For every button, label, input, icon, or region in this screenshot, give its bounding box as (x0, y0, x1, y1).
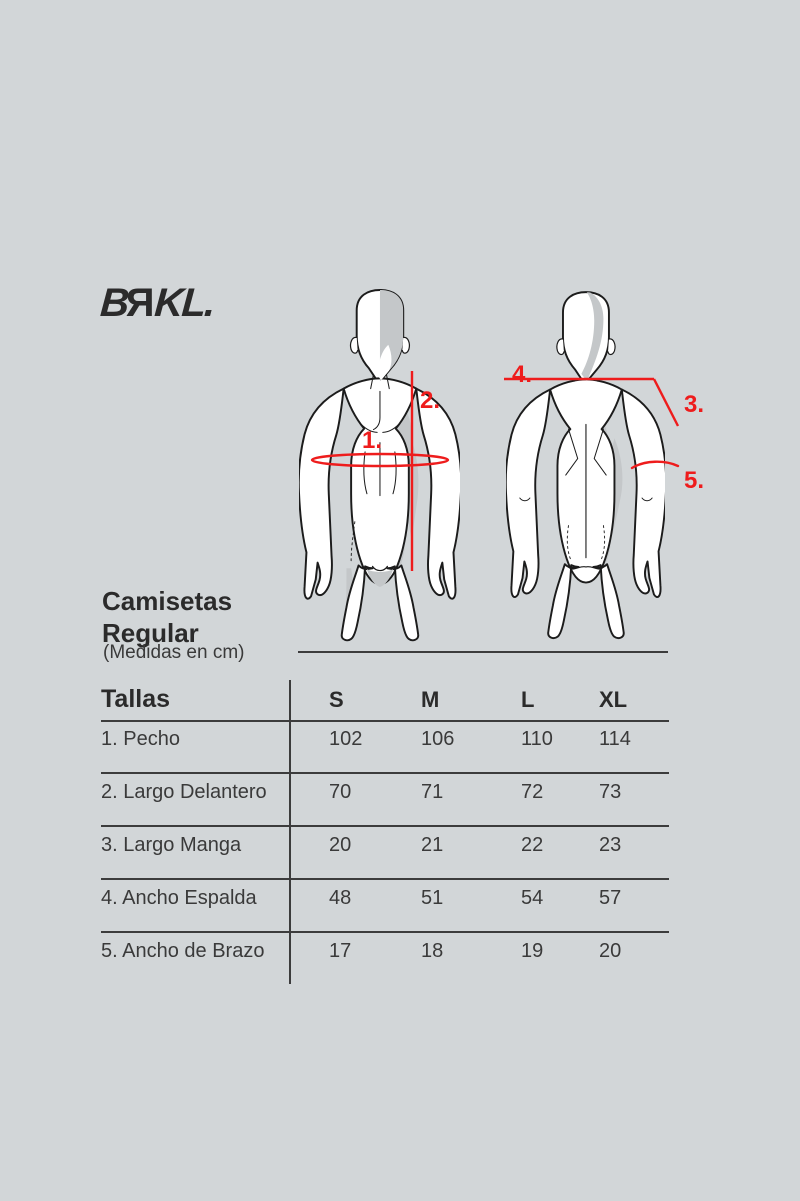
svg-text:5.: 5. (684, 467, 704, 494)
svg-text:3.: 3. (684, 391, 704, 418)
